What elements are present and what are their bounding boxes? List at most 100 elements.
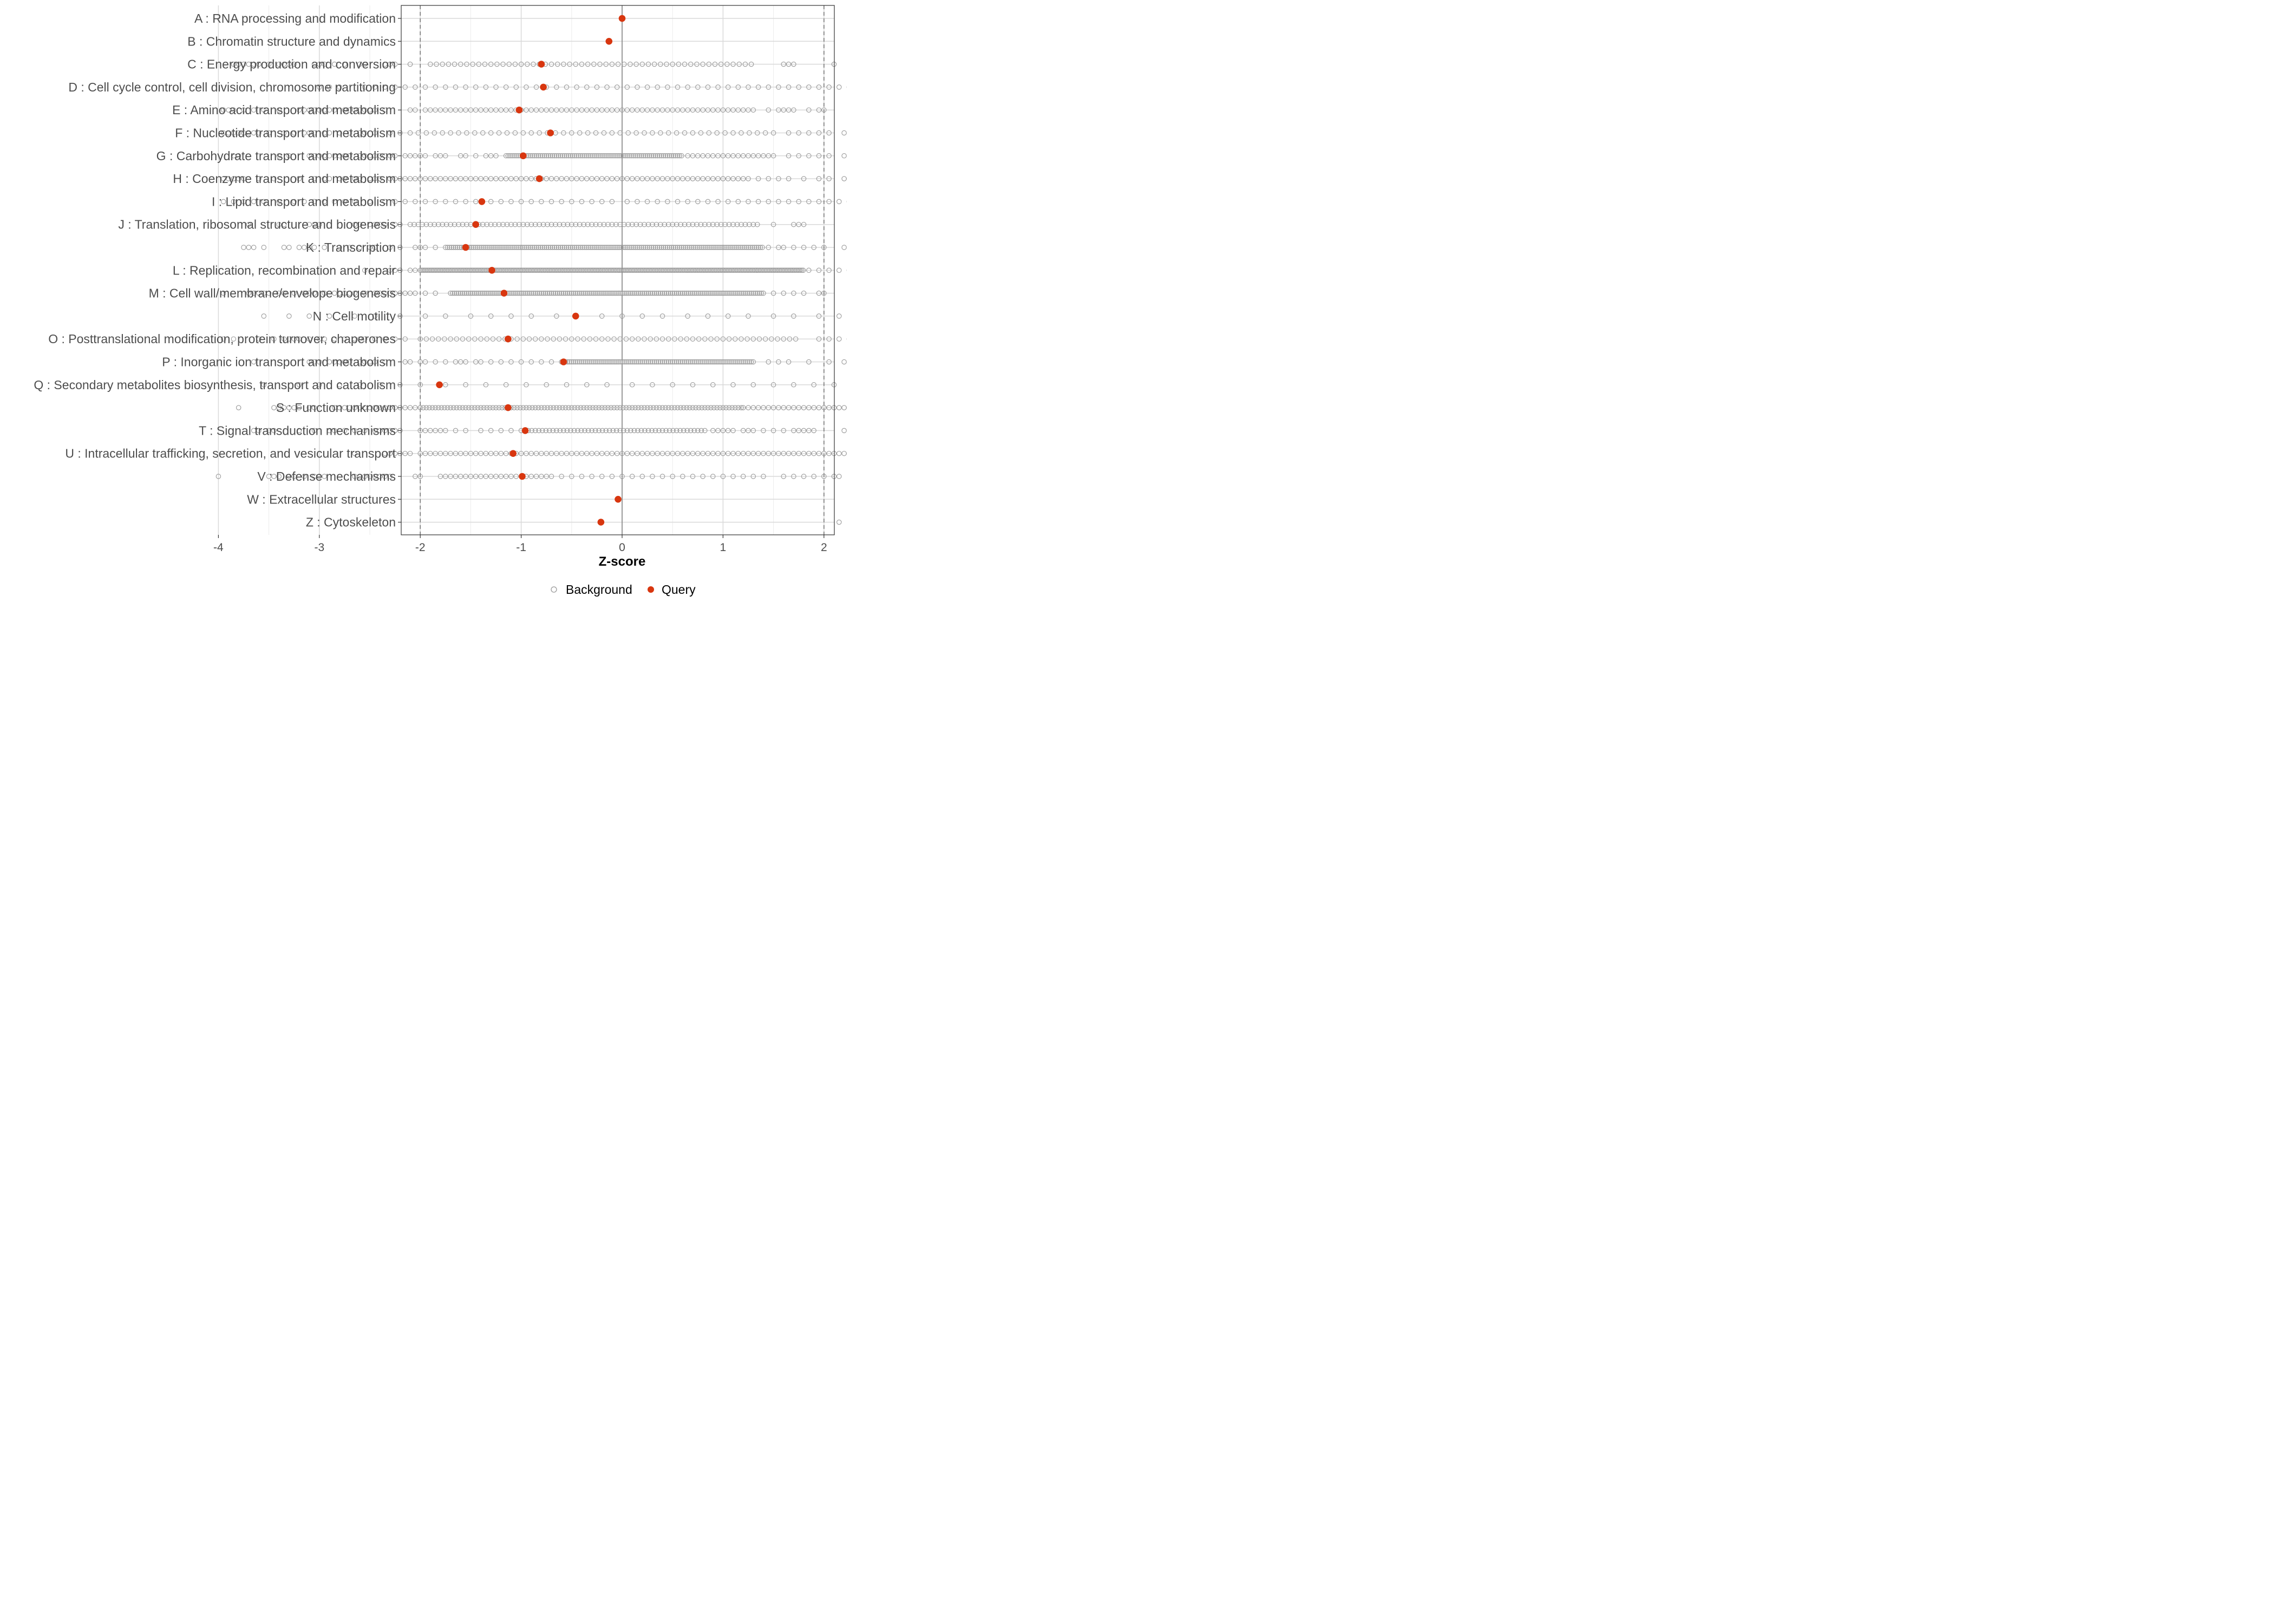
background-point bbox=[488, 221, 494, 227]
background-point bbox=[710, 290, 716, 296]
background-point bbox=[651, 61, 657, 67]
query-point bbox=[547, 129, 554, 136]
category-label: D : Cell cycle control, cell division, c… bbox=[68, 80, 396, 94]
background-point bbox=[311, 107, 317, 113]
background-point bbox=[413, 245, 418, 250]
background-point bbox=[688, 290, 694, 296]
background-point bbox=[458, 176, 463, 181]
background-point bbox=[477, 245, 482, 250]
background-point bbox=[801, 428, 807, 434]
background-point bbox=[306, 130, 312, 136]
background-point bbox=[286, 61, 292, 67]
background-point bbox=[609, 450, 615, 456]
background-point bbox=[241, 245, 246, 250]
background-point bbox=[352, 199, 357, 205]
background-point bbox=[493, 405, 499, 410]
background-point bbox=[837, 450, 842, 456]
background-point bbox=[226, 130, 231, 136]
background-point bbox=[587, 336, 593, 342]
background-point bbox=[514, 405, 520, 410]
background-point bbox=[357, 336, 363, 342]
category-label: V : Defense mechanisms bbox=[257, 469, 396, 483]
background-point bbox=[604, 382, 610, 388]
background-point bbox=[417, 382, 423, 388]
background-point bbox=[443, 474, 448, 479]
background-point bbox=[594, 176, 600, 181]
background-point bbox=[347, 153, 352, 159]
background-point bbox=[557, 290, 563, 296]
background-point bbox=[781, 61, 786, 67]
background-point bbox=[615, 359, 621, 365]
background-point bbox=[673, 245, 678, 250]
background-point bbox=[674, 428, 679, 434]
background-point bbox=[791, 313, 796, 319]
background-point bbox=[646, 245, 652, 250]
background-point bbox=[604, 107, 610, 113]
background-point bbox=[659, 405, 665, 410]
background-point bbox=[687, 245, 692, 250]
background-point bbox=[296, 405, 302, 410]
background-point bbox=[708, 405, 714, 410]
background-point bbox=[392, 199, 398, 205]
background-point bbox=[754, 245, 759, 250]
background-point bbox=[456, 221, 461, 227]
background-point bbox=[635, 84, 640, 90]
background-point bbox=[625, 290, 631, 296]
background-point bbox=[541, 245, 547, 250]
background-point bbox=[448, 290, 453, 296]
background-point bbox=[816, 107, 822, 113]
background-point bbox=[570, 245, 576, 250]
background-point bbox=[762, 130, 768, 136]
background-point bbox=[666, 153, 672, 159]
background-point bbox=[422, 359, 428, 365]
background-point bbox=[720, 336, 726, 342]
query-point bbox=[472, 221, 480, 228]
background-point bbox=[841, 359, 847, 365]
background-point bbox=[508, 474, 514, 479]
background-point bbox=[658, 221, 663, 227]
background-point bbox=[443, 359, 448, 365]
background-point bbox=[695, 153, 701, 159]
background-point bbox=[770, 382, 776, 388]
background-point bbox=[478, 428, 483, 434]
background-point bbox=[317, 153, 322, 159]
background-point bbox=[712, 290, 718, 296]
background-point bbox=[589, 450, 594, 456]
background-point bbox=[696, 290, 702, 296]
background-point bbox=[606, 245, 612, 250]
background-point bbox=[821, 290, 827, 296]
background-point bbox=[629, 336, 635, 342]
background-point bbox=[577, 290, 583, 296]
background-point bbox=[662, 290, 668, 296]
background-point bbox=[672, 405, 677, 410]
background-point bbox=[730, 359, 736, 365]
background-point bbox=[629, 176, 635, 181]
background-point bbox=[342, 405, 348, 410]
background-point bbox=[302, 199, 307, 205]
background-point bbox=[722, 130, 728, 136]
background-point bbox=[532, 221, 538, 227]
background-point bbox=[681, 245, 687, 250]
background-point bbox=[413, 84, 418, 90]
background-point bbox=[669, 153, 675, 159]
background-point bbox=[377, 176, 383, 181]
background-point bbox=[628, 61, 633, 67]
background-point bbox=[584, 153, 590, 159]
query-point bbox=[462, 244, 469, 251]
background-point bbox=[544, 450, 549, 456]
background-point bbox=[564, 428, 570, 434]
background-point bbox=[503, 176, 509, 181]
background-point bbox=[714, 221, 720, 227]
background-point bbox=[220, 336, 226, 342]
background-point bbox=[575, 359, 580, 365]
background-point bbox=[547, 245, 553, 250]
background-point bbox=[436, 221, 441, 227]
background-point bbox=[317, 474, 322, 479]
background-point bbox=[733, 245, 739, 250]
background-point bbox=[635, 450, 640, 456]
background-point bbox=[597, 61, 603, 67]
background-point bbox=[559, 450, 564, 456]
background-point bbox=[362, 153, 368, 159]
background-point bbox=[322, 153, 327, 159]
background-point bbox=[769, 336, 774, 342]
